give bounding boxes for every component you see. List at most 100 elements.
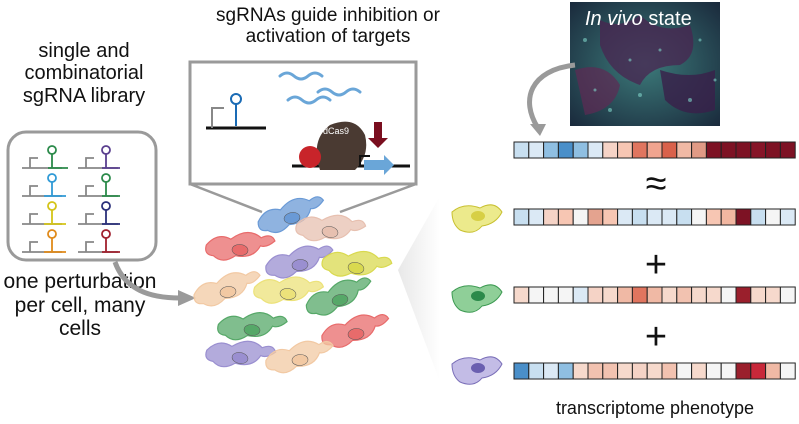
heatmap-cell [677, 363, 692, 379]
heatmap-cell [529, 142, 544, 158]
heatmap-cell [632, 287, 647, 303]
heatmap-cell [692, 363, 707, 379]
heatmap-cell [647, 287, 662, 303]
heatmap-row [514, 363, 795, 379]
heatmap-cell [573, 209, 588, 225]
cell-cluster [191, 194, 393, 375]
heatmap-cell [544, 363, 559, 379]
heatmap-cell [529, 209, 544, 225]
heatmap-cell [618, 209, 633, 225]
heatmap-cell [692, 209, 707, 225]
heatmap-cell [706, 287, 721, 303]
in-vivo-label: In vivo state [585, 8, 692, 31]
heatmap-cell [780, 363, 795, 379]
heatmap-cell [721, 363, 736, 379]
heatmap-cell [558, 142, 573, 158]
heatmap-cell [588, 363, 603, 379]
heatmap-cell [766, 363, 781, 379]
heatmap-cell [632, 363, 647, 379]
heatmap-cell [751, 287, 766, 303]
heatmap-cell [558, 363, 573, 379]
heatmap-cell [736, 142, 751, 158]
heatmap-cell [603, 209, 618, 225]
row-cell-yellow [452, 205, 502, 232]
heatmap-cell [647, 363, 662, 379]
heatmap-row [514, 142, 795, 158]
heatmap-cell [780, 142, 795, 158]
cell [205, 229, 276, 265]
heatmap-cell [706, 142, 721, 158]
cell [191, 269, 263, 308]
in-vivo-italic: In vivo [585, 8, 643, 30]
heatmap-cell [618, 287, 633, 303]
heatmap-cell [588, 209, 603, 225]
heatmap-cell [766, 142, 781, 158]
dcas9-label: dCas9 [323, 126, 349, 136]
heatmap-cell [677, 142, 692, 158]
cell [217, 308, 288, 345]
heatmap-cell [514, 287, 529, 303]
heatmap-row [514, 287, 795, 303]
heatmap-cell [721, 209, 736, 225]
heatmap-cell [529, 287, 544, 303]
heatmap-cell [573, 287, 588, 303]
library-to-cells-arrow [115, 262, 180, 298]
heatmap-cell [677, 287, 692, 303]
heatmap-cell [662, 209, 677, 225]
library-arrowhead [178, 290, 196, 306]
heatmap-cell [632, 209, 647, 225]
heatmap-cell [662, 142, 677, 158]
heatmap-cell [603, 363, 618, 379]
heatmap-cell [751, 142, 766, 158]
heatmap-cell [529, 363, 544, 379]
heatmap-cell [662, 363, 677, 379]
heatmap-cell [588, 142, 603, 158]
guide-mechanism-box [190, 62, 416, 212]
heatmap-cell [736, 287, 751, 303]
heatmap-cell [692, 142, 707, 158]
heatmap-cell [647, 209, 662, 225]
heatmap-cell [736, 363, 751, 379]
heatmap-cell [780, 287, 795, 303]
heatmap-cell [647, 142, 662, 158]
cell [204, 334, 276, 375]
heatmap-cell [736, 209, 751, 225]
row-cell-purple [452, 357, 502, 384]
heatmap-cell [603, 287, 618, 303]
heatmap-cell [677, 209, 692, 225]
heatmap-cell [618, 363, 633, 379]
row-cell-green [452, 285, 502, 312]
plus-sign-2: + [626, 318, 686, 356]
heatmap-cell [692, 287, 707, 303]
heatmap-cell [766, 209, 781, 225]
heatmap-cell [766, 287, 781, 303]
heatmap-cell [780, 209, 795, 225]
heatmap-cell [721, 142, 736, 158]
heatmap-cell [706, 209, 721, 225]
heatmap-cell [603, 142, 618, 158]
heatmap-cell [662, 287, 677, 303]
in-vivo-arrow [530, 65, 575, 128]
heatmap-cell [514, 363, 529, 379]
heatmap-cell [588, 287, 603, 303]
in-vivo-rest: state [643, 8, 692, 30]
heatmap-cell [706, 363, 721, 379]
heatmap-row [514, 209, 795, 225]
approx-sign: ≈ [626, 165, 686, 203]
heatmap-cell [573, 363, 588, 379]
plus-sign-1: + [626, 246, 686, 284]
heatmap-cell [618, 142, 633, 158]
heatmap-cell [632, 142, 647, 158]
heatmap-cell [751, 209, 766, 225]
cell [264, 340, 334, 374]
heatmap-cell [544, 209, 559, 225]
heatmap-cell [721, 287, 736, 303]
in-vivo-arrowhead [530, 124, 546, 136]
heatmap-cell [544, 287, 559, 303]
zoom-fan [398, 196, 440, 382]
heatmap-cell [514, 142, 529, 158]
heatmap-cell [544, 142, 559, 158]
heatmap-cell [751, 363, 766, 379]
heatmap-cell [514, 209, 529, 225]
